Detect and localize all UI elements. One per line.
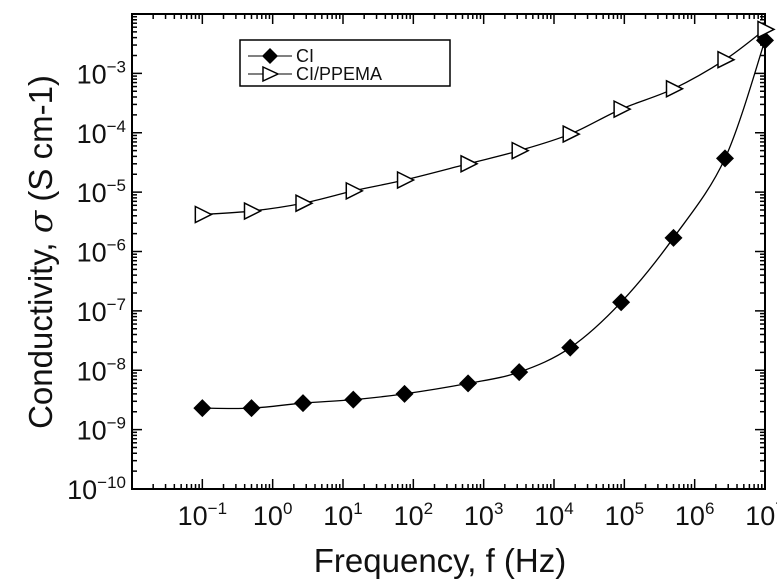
legend-marker-ci-ppema	[262, 65, 280, 83]
legend-label-ci-ppema: CI/PPEMA	[296, 64, 382, 84]
legend-marker-ci	[262, 48, 278, 64]
data-point-ci	[294, 394, 313, 413]
data-point-ci	[561, 338, 580, 357]
data-point-ci-ppema	[396, 170, 416, 190]
y-tick-label: 10−3	[77, 57, 126, 89]
axis-ticks	[131, 13, 766, 490]
data-point-ci-ppema	[194, 205, 214, 224]
data-point-ci	[242, 399, 261, 418]
data-point-ci	[395, 384, 414, 403]
x-tick-label: 102	[394, 499, 434, 531]
y-tick-label: 10−9	[77, 414, 126, 446]
data-point-ci	[193, 399, 212, 418]
data-point-ci	[459, 374, 478, 393]
x-tick-label: 105	[605, 499, 645, 531]
legend: CI CI/PPEMA	[239, 39, 451, 87]
y-tick-label: 10−4	[77, 117, 126, 149]
y-axis-title-prefix: Conductivity,	[22, 233, 59, 429]
data-point-ci	[510, 363, 529, 382]
data-point-ci	[612, 293, 631, 312]
series-line-ci	[202, 40, 766, 410]
data-point-ci-ppema	[665, 79, 685, 99]
x-tick-label: 10−1	[178, 499, 227, 531]
x-tick-label: 106	[675, 499, 715, 531]
data-point-ci-ppema	[295, 194, 314, 213]
y-tick-labels: 10−10 10−9 10−8 10−7 10−6 10−5 10−4 10−3	[67, 57, 126, 505]
data-point-ci	[664, 228, 683, 247]
x-tick-label: 103	[464, 499, 504, 531]
y-tick-label: 10−8	[77, 354, 126, 386]
data-point-ci-ppema	[345, 181, 364, 201]
data-point-ci-ppema	[562, 124, 581, 144]
data-point-ci-ppema	[717, 50, 736, 69]
x-axis-title: Frequency, f (Hz)	[314, 542, 566, 579]
y-tick-label: 10−10	[67, 473, 126, 505]
y-tick-label: 10−6	[77, 236, 126, 268]
data-point-ci	[716, 149, 735, 168]
y-tick-label: 10−7	[77, 295, 126, 327]
legend-box	[239, 39, 451, 87]
data-point-ci-ppema	[511, 141, 530, 160]
data-point-ci	[344, 390, 363, 409]
x-tick-labels: 10−1 100 101 102 103 104 105 106 107	[178, 499, 777, 531]
data-point-ci-ppema	[613, 99, 632, 119]
x-tick-label: 101	[323, 499, 363, 531]
series-layer	[193, 20, 776, 418]
x-tick-label: 107	[745, 499, 777, 531]
y-axis-title-suffix: (S cm-1)	[22, 75, 59, 211]
x-tick-label: 104	[534, 499, 574, 531]
data-point-ci-ppema	[460, 154, 479, 174]
data-point-ci-ppema	[243, 201, 263, 221]
x-tick-label: 100	[253, 499, 293, 531]
data-point-ci-ppema	[757, 20, 776, 39]
y-axis-title-symbol: σ	[21, 209, 60, 233]
y-tick-label: 10−5	[77, 176, 126, 208]
legend-label-ci: CI	[296, 46, 314, 66]
y-axis-title: Conductivity, σ (S cm-1)	[21, 75, 60, 429]
